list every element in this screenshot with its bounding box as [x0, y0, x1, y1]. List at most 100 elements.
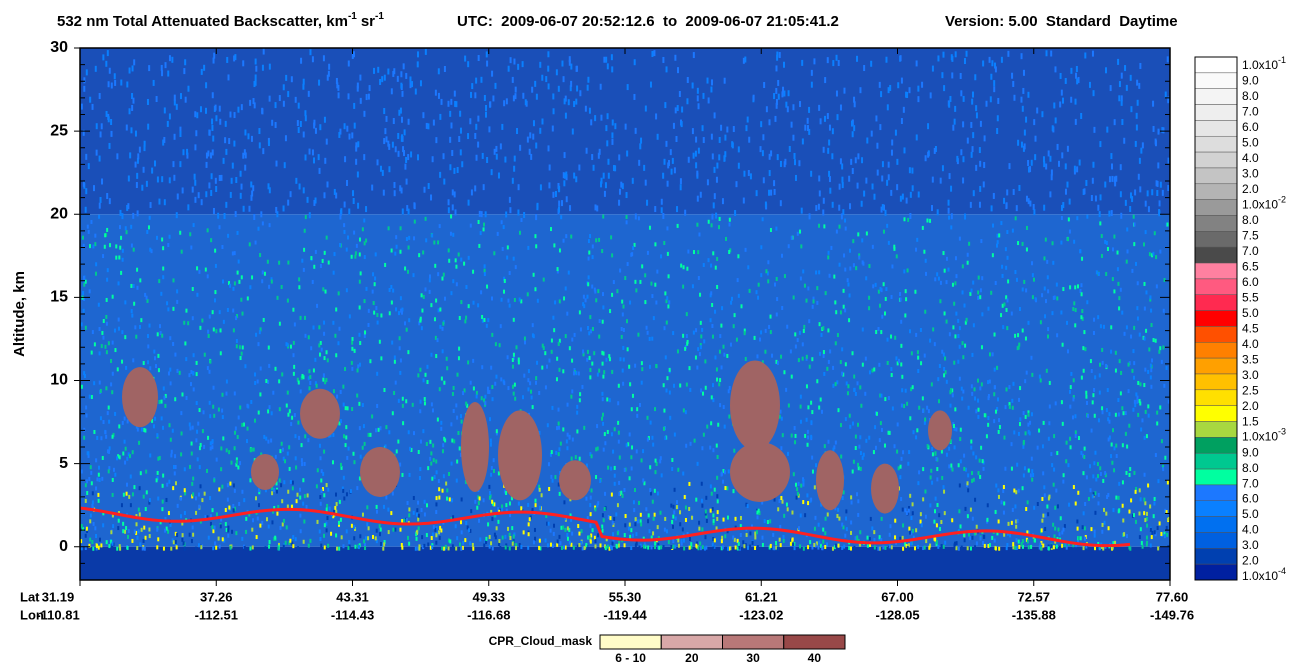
speckle: [959, 524, 962, 529]
speckle: [552, 191, 555, 198]
speckle: [1086, 300, 1089, 305]
speckle: [1047, 512, 1050, 517]
speckle: [425, 503, 428, 508]
speckle: [154, 364, 157, 369]
speckle: [1081, 525, 1084, 530]
speckle: [170, 449, 173, 454]
speckle: [356, 486, 359, 491]
speckle: [682, 471, 685, 476]
speckle: [896, 361, 899, 366]
speckle: [240, 104, 243, 111]
speckle: [676, 500, 679, 505]
speckle: [431, 156, 434, 163]
speckle: [344, 156, 347, 163]
speckle: [802, 329, 805, 334]
speckle: [958, 483, 961, 488]
speckle: [148, 527, 151, 532]
speckle: [838, 204, 841, 211]
speckle: [257, 410, 260, 415]
speckle: [406, 205, 409, 212]
speckle: [716, 162, 719, 169]
speckle: [988, 56, 991, 63]
speckle: [704, 509, 707, 514]
speckle: [519, 144, 522, 151]
speckle: [682, 333, 685, 338]
speckle: [924, 155, 927, 162]
speckle: [917, 544, 920, 549]
speckle: [573, 172, 576, 179]
speckle: [167, 70, 170, 77]
speckle: [246, 403, 249, 408]
speckle: [592, 164, 595, 171]
speckle: [717, 422, 720, 427]
speckle: [991, 253, 994, 258]
speckle: [424, 216, 427, 221]
speckle: [118, 225, 121, 230]
speckle: [857, 153, 860, 160]
speckle: [455, 546, 458, 551]
speckle: [890, 294, 893, 299]
speckle: [309, 49, 312, 56]
speckle: [86, 491, 89, 496]
speckle: [491, 546, 494, 551]
speckle: [124, 335, 127, 340]
speckle: [692, 250, 695, 255]
speckle: [504, 545, 507, 550]
speckle: [997, 97, 1000, 104]
speckle: [299, 487, 302, 492]
speckle: [399, 296, 402, 301]
speckle: [1025, 506, 1028, 511]
speckle: [948, 173, 951, 180]
speckle: [951, 282, 954, 287]
speckle: [290, 76, 293, 83]
speckle: [854, 445, 857, 450]
speckle: [616, 289, 619, 294]
speckle: [183, 68, 186, 75]
speckle: [448, 497, 451, 502]
speckle: [926, 444, 929, 449]
speckle: [620, 327, 623, 332]
speckle: [170, 546, 173, 551]
speckle: [520, 545, 523, 550]
speckle: [344, 406, 347, 411]
speckle: [778, 537, 781, 542]
speckle: [154, 160, 157, 167]
speckle: [517, 184, 520, 191]
speckle: [373, 310, 376, 315]
speckle: [690, 515, 693, 520]
speckle: [487, 522, 490, 527]
speckle: [371, 534, 374, 539]
speckle: [155, 235, 158, 240]
speckle: [351, 132, 354, 139]
speckle: [375, 306, 378, 311]
speckle: [480, 211, 483, 218]
speckle: [464, 538, 467, 543]
speckle: [1049, 191, 1052, 198]
speckle: [541, 74, 544, 81]
speckle: [797, 528, 800, 533]
speckle: [236, 270, 239, 275]
speckle: [614, 165, 617, 172]
speckle: [1152, 338, 1155, 343]
speckle: [289, 479, 292, 484]
speckle: [871, 368, 874, 373]
speckle: [128, 454, 131, 459]
speckle: [405, 178, 408, 185]
speckle: [818, 405, 821, 410]
speckle: [356, 85, 359, 92]
speckle: [948, 332, 951, 337]
speckle: [1144, 200, 1147, 207]
speckle: [931, 176, 934, 183]
speckle: [351, 346, 354, 351]
speckle: [743, 331, 746, 336]
speckle: [1039, 542, 1042, 547]
speckle: [1132, 407, 1135, 412]
speckle: [1135, 124, 1138, 131]
speckle: [646, 330, 649, 335]
speckle: [727, 546, 730, 551]
speckle: [347, 446, 350, 451]
speckle: [447, 100, 450, 107]
speckle: [454, 100, 457, 107]
speckle: [1010, 311, 1013, 316]
speckle: [465, 285, 468, 290]
